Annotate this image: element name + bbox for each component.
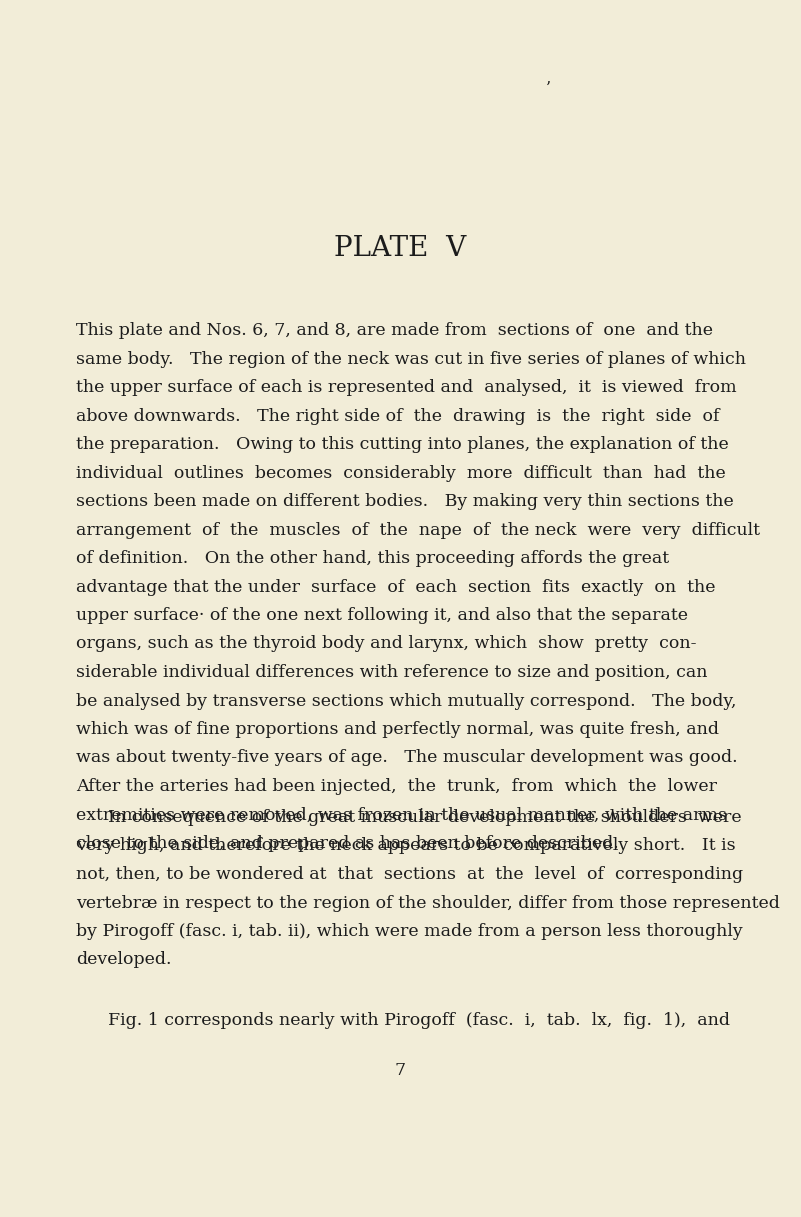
Text: 7: 7 — [395, 1062, 406, 1079]
Text: not, then, to be wondered at  that  sections  at  the  level  of  corresponding: not, then, to be wondered at that sectio… — [76, 867, 743, 884]
Text: After the arteries had been injected,  the  trunk,  from  which  the  lower: After the arteries had been injected, th… — [76, 778, 717, 795]
Text: which was of fine proportions and perfectly normal, was quite fresh, and: which was of fine proportions and perfec… — [76, 720, 719, 738]
Text: was about twenty-five years of age.   The muscular development was good.: was about twenty-five years of age. The … — [76, 750, 738, 767]
Text: organs, such as the thyroid body and larynx, which  show  pretty  con-: organs, such as the thyroid body and lar… — [76, 635, 697, 652]
Text: vertebræ in respect to the region of the shoulder, differ from those represented: vertebræ in respect to the region of the… — [76, 894, 780, 912]
Text: advantage that the under  surface  of  each  section  fits  exactly  on  the: advantage that the under surface of each… — [76, 578, 715, 595]
Text: individual  outlines  becomes  considerably  more  difficult  than  had  the: individual outlines becomes considerably… — [76, 465, 726, 482]
Text: developed.: developed. — [76, 952, 171, 969]
Text: of definition.   On the other hand, this proceeding affords the great: of definition. On the other hand, this p… — [76, 550, 669, 567]
Text: sections been made on different bodies.   By making very thin sections the: sections been made on different bodies. … — [76, 493, 734, 510]
Text: the upper surface of each is represented and  analysed,  it  is viewed  from: the upper surface of each is represented… — [76, 378, 737, 396]
Text: same body.   The region of the neck was cut in five series of planes of which: same body. The region of the neck was cu… — [76, 350, 746, 368]
Text: very high, and therefore the neck appears to be comparatively short.   It is: very high, and therefore the neck appear… — [76, 837, 736, 854]
Text: In consequence of the great muscular development the shoulders  were: In consequence of the great muscular dev… — [108, 809, 742, 826]
Text: the preparation.   Owing to this cutting into planes, the explanation of the: the preparation. Owing to this cutting i… — [76, 436, 729, 453]
Text: This plate and Nos. 6, 7, and 8, are made from  sections of  one  and the: This plate and Nos. 6, 7, and 8, are mad… — [76, 323, 713, 340]
Text: by Pirogoff (fasc. i, tab. ii), which were made from a person less thoroughly: by Pirogoff (fasc. i, tab. ii), which we… — [76, 922, 743, 940]
Text: close to the side, and prepared as has been before described.: close to the side, and prepared as has b… — [76, 835, 619, 852]
Text: siderable individual differences with reference to size and position, can: siderable individual differences with re… — [76, 664, 707, 682]
Text: above downwards.   The right side of  the  drawing  is  the  right  side  of: above downwards. The right side of the d… — [76, 408, 719, 425]
Text: ’: ’ — [546, 80, 551, 97]
Text: arrangement  of  the  muscles  of  the  nape  of  the neck  were  very  difficul: arrangement of the muscles of the nape o… — [76, 522, 760, 538]
Text: PLATE  V: PLATE V — [334, 235, 467, 262]
Text: extremities were removed, was frozen in the usual manner, with the arms: extremities were removed, was frozen in … — [76, 807, 727, 824]
Text: Fig. 1 corresponds nearly with Pirogoff  (fasc.  i,  tab.  lx,  fig.  1),  and: Fig. 1 corresponds nearly with Pirogoff … — [108, 1013, 730, 1030]
Text: be analysed by transverse sections which mutually correspond.   The body,: be analysed by transverse sections which… — [76, 692, 737, 710]
Text: upper surface· of the one next following it, and also that the separate: upper surface· of the one next following… — [76, 607, 688, 624]
